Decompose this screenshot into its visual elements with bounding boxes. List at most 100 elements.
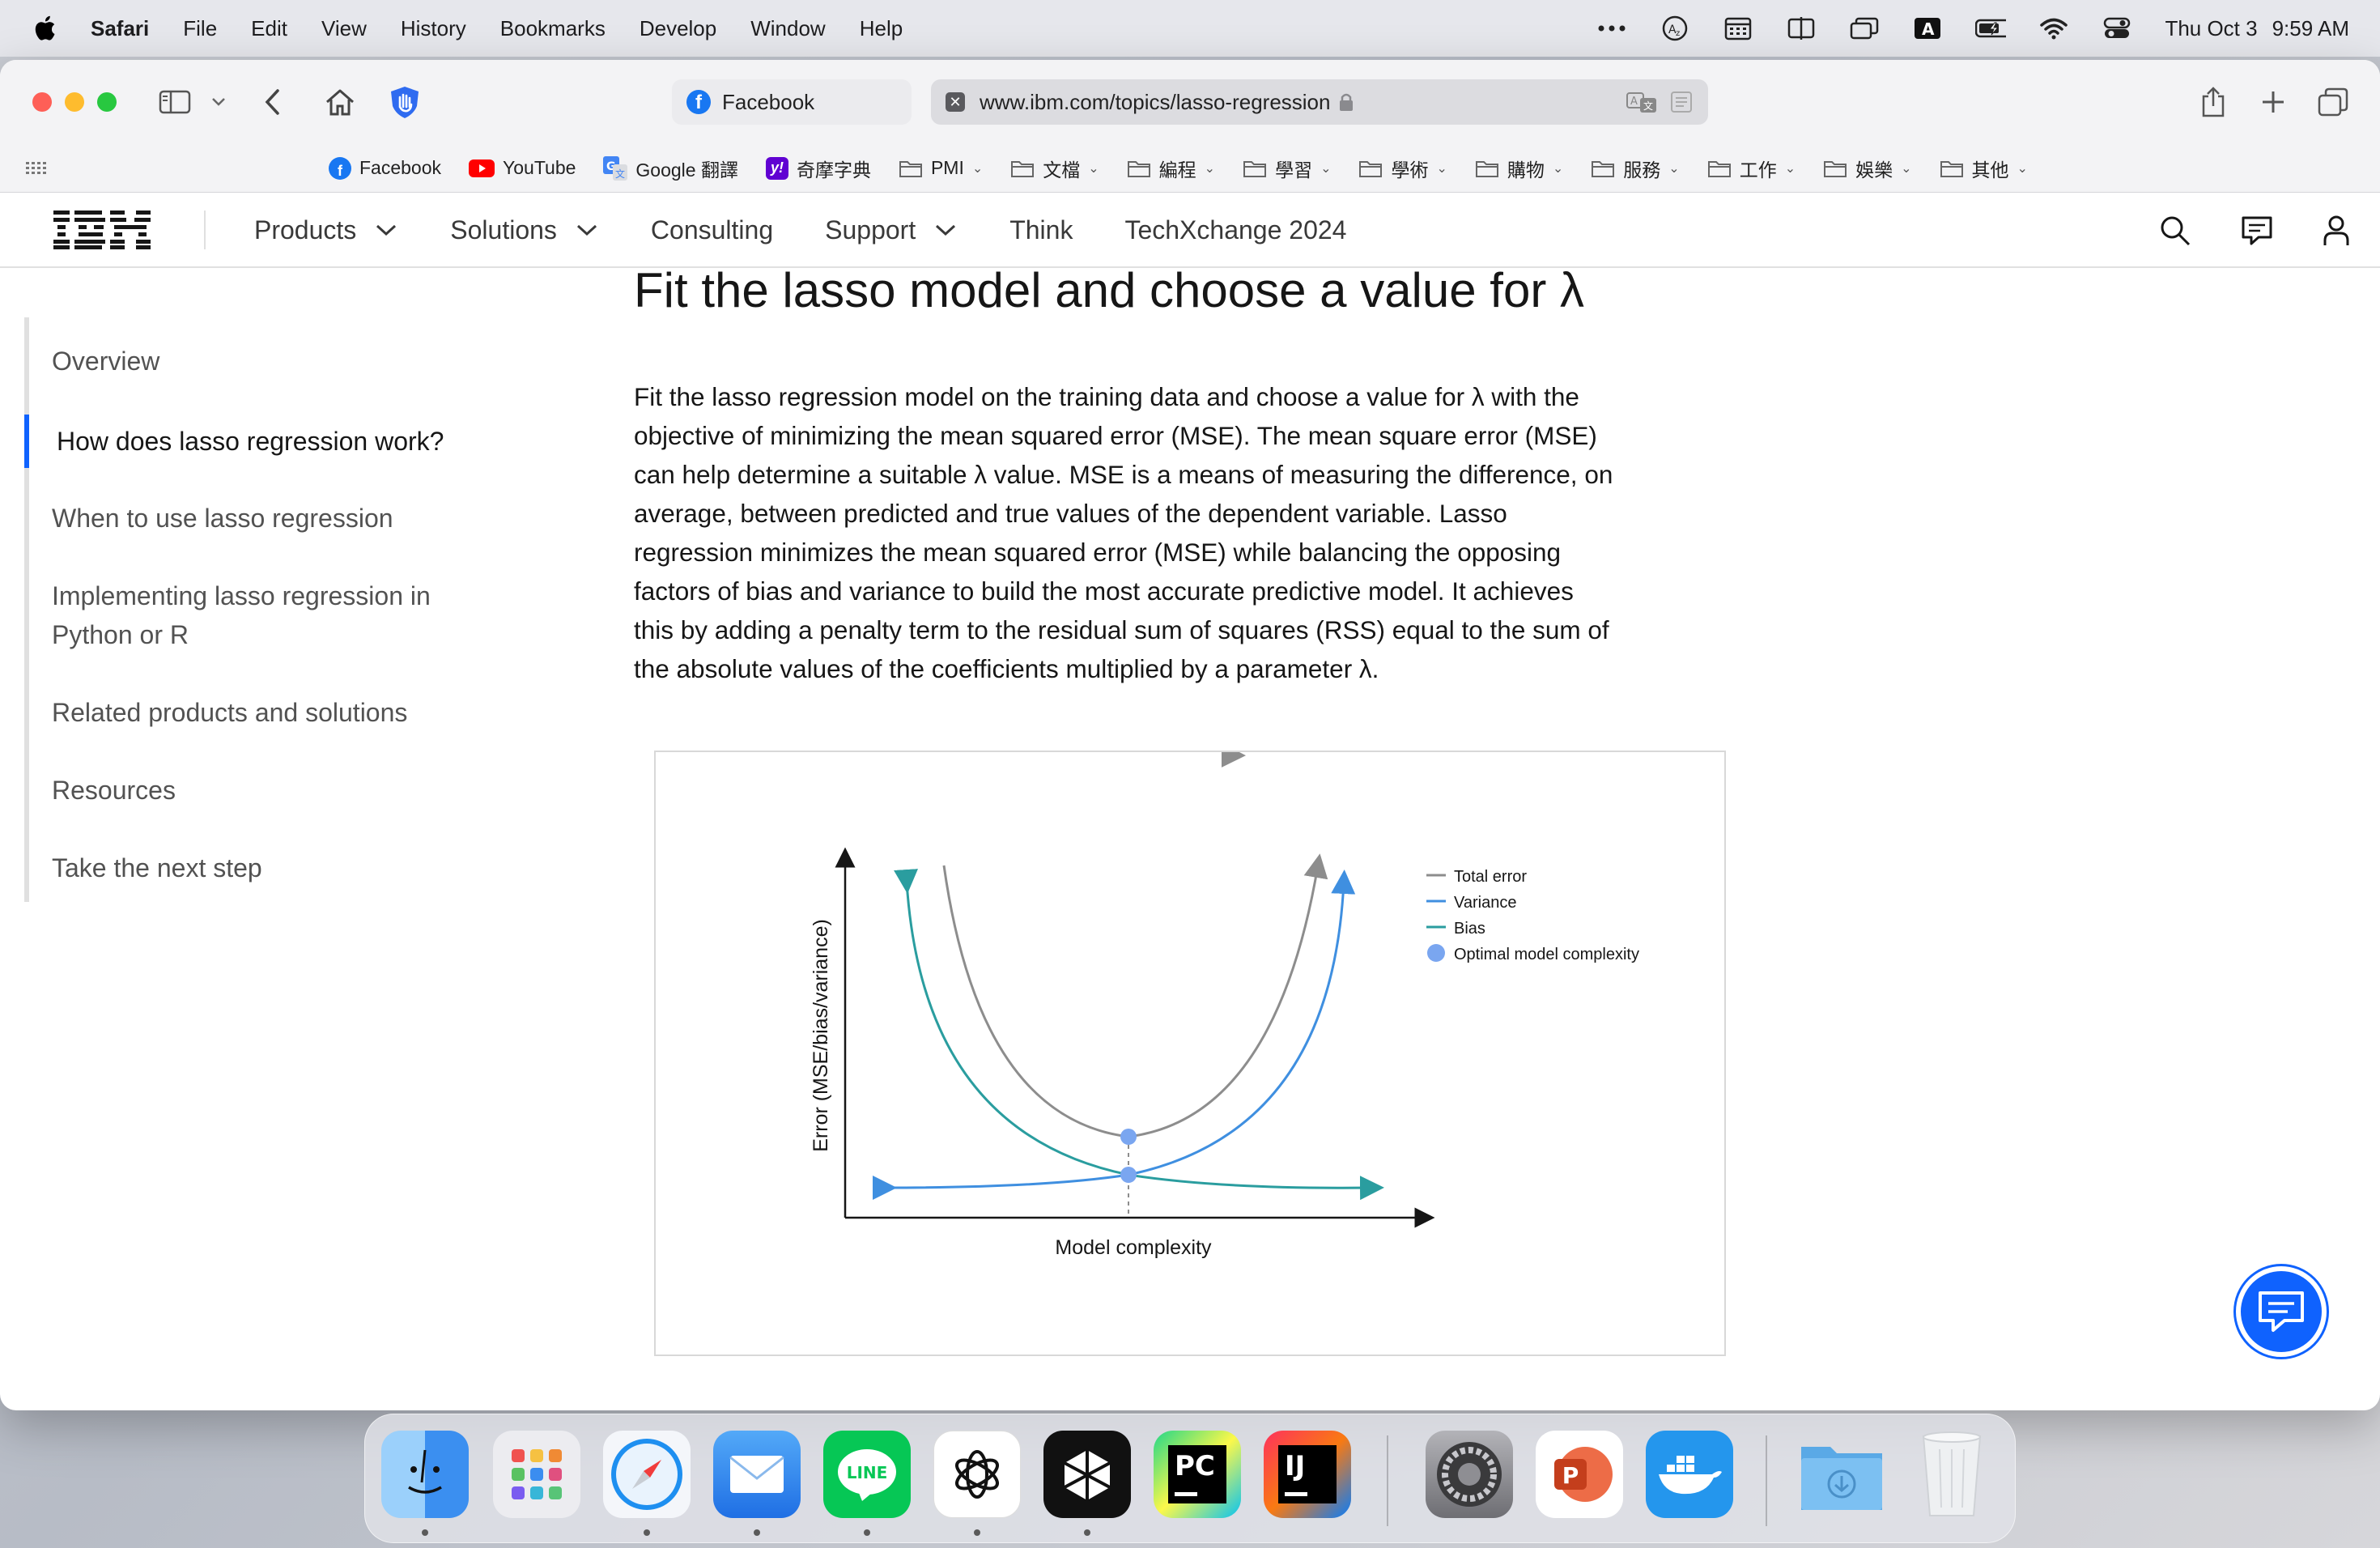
bookmark-folder-services[interactable]: 服務 ⌄: [1591, 155, 1680, 182]
pycharm-icon[interactable]: PC: [1154, 1431, 1241, 1518]
calendar-grid-icon[interactable]: [1723, 15, 1753, 41]
address-bar-url[interactable]: www.ibm.com/topics/lasso-regression: [980, 89, 1331, 114]
toc-item-related-products[interactable]: Related products and solutions: [52, 698, 408, 727]
nav-solutions[interactable]: Solutions: [450, 215, 599, 245]
more-icon[interactable]: [1596, 15, 1627, 41]
wifi-icon[interactable]: [2038, 15, 2069, 41]
paragraph-line: this by adding a penalty term to the res…: [634, 615, 1609, 644]
paragraph-line: can help determine a suitable λ value. M…: [634, 460, 1613, 489]
bookmark-yahoo-dictionary[interactable]: y! 奇摩字典: [765, 155, 871, 182]
bookmark-folder-academic[interactable]: 學術 ⌄: [1358, 155, 1447, 182]
toc-item-resources[interactable]: Resources: [52, 776, 176, 805]
chevron-down-icon[interactable]: [202, 84, 235, 120]
nav-label: Solutions: [450, 215, 557, 245]
zoom-window-button[interactable]: [97, 92, 117, 112]
nav-think[interactable]: Think: [1009, 215, 1073, 245]
facebook-icon: f: [329, 156, 351, 180]
mail-icon[interactable]: [713, 1431, 801, 1518]
system-settings-icon[interactable]: [1426, 1431, 1513, 1518]
screen-mirror-icon[interactable]: [1849, 15, 1880, 41]
svg-text:A: A: [1630, 96, 1638, 108]
new-tab-plus-icon[interactable]: [2255, 84, 2291, 120]
control-center-icon[interactable]: [2102, 15, 2132, 41]
chat-icon[interactable]: [2241, 215, 2273, 246]
bookmark-folder-work[interactable]: 工作 ⌄: [1707, 155, 1796, 182]
bookmark-folder-programming[interactable]: 編程 ⌄: [1127, 155, 1215, 182]
line-icon[interactable]: LINE: [823, 1431, 911, 1518]
nav-techxchange[interactable]: TechXchange 2024: [1124, 215, 1346, 245]
home-icon[interactable]: [322, 84, 358, 120]
nav-label: Consulting: [650, 215, 774, 245]
input-source-icon[interactable]: A: [1912, 15, 1943, 41]
svg-text:A: A: [1922, 19, 1935, 39]
split-view-icon[interactable]: [1786, 15, 1817, 41]
apps-grid-icon[interactable]: [26, 160, 47, 176]
back-arrow-icon[interactable]: [254, 84, 290, 120]
bookmark-folder-shopping[interactable]: 購物 ⌄: [1475, 155, 1563, 182]
privacy-hand-icon[interactable]: [387, 84, 423, 120]
search-icon[interactable]: [2160, 215, 2191, 246]
bookmark-label: 服務: [1623, 159, 1661, 181]
menu-develop[interactable]: Develop: [639, 15, 717, 40]
bookmark-folder-learning[interactable]: 學習 ⌄: [1243, 155, 1331, 182]
toc-item-implementing[interactable]: Implementing lasso regression in Python …: [24, 576, 478, 654]
downloads-folder-icon[interactable]: [1798, 1431, 1885, 1518]
nav-consulting[interactable]: Consulting: [651, 215, 773, 245]
variance-curve: [872, 870, 1356, 1201]
ibm-logo-icon[interactable]: [53, 211, 151, 249]
menu-bookmarks[interactable]: Bookmarks: [499, 15, 606, 40]
menu-window[interactable]: Window: [750, 15, 826, 40]
share-icon[interactable]: [2195, 84, 2231, 120]
menu-file[interactable]: File: [183, 15, 218, 40]
user-profile-icon[interactable]: [2323, 215, 2349, 246]
menu-help[interactable]: Help: [859, 15, 903, 40]
menu-bar-clock[interactable]: Thu Oct 3 9:59 AM: [2165, 16, 2349, 41]
sidebar-toggle-icon[interactable]: [157, 84, 193, 120]
battery-icon[interactable]: [1975, 15, 2007, 41]
minimize-window-button[interactable]: [65, 92, 84, 112]
docker-icon[interactable]: [1646, 1431, 1733, 1518]
menu-view[interactable]: View: [321, 15, 367, 40]
bookmark-folder-other[interactable]: 其他 ⌄: [1940, 155, 2028, 182]
tab-overview-icon[interactable]: [2315, 84, 2351, 120]
nav-products[interactable]: Products: [254, 215, 398, 245]
chatgpt-icon[interactable]: [933, 1431, 1021, 1518]
folder-icon: [1011, 160, 1035, 177]
bookmark-folder-pmi[interactable]: PMI ⌄: [899, 157, 983, 179]
perplexity-icon[interactable]: [1043, 1431, 1131, 1518]
toc-item-how-it-works[interactable]: How does lasso regression work?: [24, 415, 478, 468]
yahoo-icon: y!: [765, 156, 788, 180]
nav-support[interactable]: Support: [825, 215, 958, 245]
chevron-down-icon: ⌄: [1204, 161, 1216, 176]
intellij-icon[interactable]: IJ: [1264, 1431, 1351, 1518]
toc-item-overview[interactable]: Overview: [52, 347, 160, 376]
menu-app-name[interactable]: Safari: [91, 15, 150, 40]
bookmark-label: 文檔: [1043, 159, 1081, 181]
close-tab-icon[interactable]: ✕: [946, 92, 965, 112]
chat-assistant-button[interactable]: [2236, 1266, 2327, 1357]
reader-mode-icon[interactable]: [1669, 90, 1694, 114]
toc-item-when-to-use[interactable]: When to use lasso regression: [52, 504, 393, 533]
trash-icon[interactable]: [1908, 1431, 1995, 1518]
bookmark-youtube[interactable]: YouTube: [469, 157, 576, 179]
powerpoint-icon[interactable]: P: [1536, 1431, 1623, 1518]
running-indicator: [1084, 1529, 1090, 1536]
launchpad-icon[interactable]: [493, 1431, 580, 1518]
toc-item-next-step[interactable]: Take the next step: [52, 853, 262, 882]
tab-facebook[interactable]: f Facebook: [672, 79, 912, 125]
bookmark-folder-entertainment[interactable]: 娛樂 ⌄: [1823, 155, 1912, 182]
menu-edit[interactable]: Edit: [251, 15, 287, 40]
safari-icon[interactable]: [603, 1431, 691, 1518]
finder-icon[interactable]: [381, 1431, 469, 1518]
bookmark-facebook[interactable]: f Facebook: [329, 156, 441, 180]
bookmark-folder-docs[interactable]: 文檔 ⌄: [1010, 155, 1099, 182]
chevron-down-icon: ⌄: [971, 161, 984, 176]
menu-history[interactable]: History: [400, 15, 466, 40]
apple-logo-icon[interactable]: [31, 12, 60, 45]
google-translate-icon: G文: [603, 155, 628, 181]
close-window-button[interactable]: [32, 92, 52, 112]
